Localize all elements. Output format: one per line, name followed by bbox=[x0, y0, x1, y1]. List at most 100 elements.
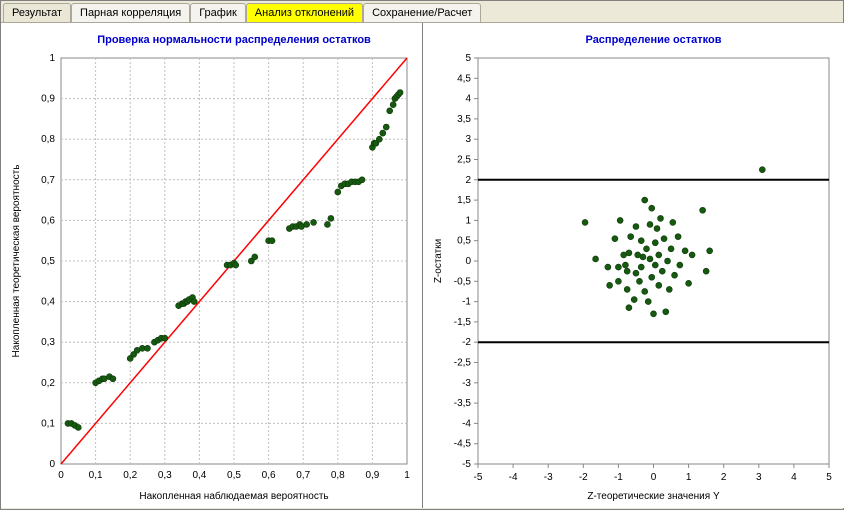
data-point bbox=[383, 124, 389, 130]
data-point bbox=[162, 335, 168, 341]
y-tick: 0,4 bbox=[41, 297, 55, 308]
right-ylabel: Z-остатки bbox=[433, 239, 444, 283]
x-tick: -3 bbox=[544, 472, 553, 483]
x-tick: 0,4 bbox=[192, 470, 206, 481]
y-tick: 1 bbox=[49, 53, 55, 64]
x-tick: 3 bbox=[756, 472, 762, 483]
left-xlabel: Накопленная наблюдаемая вероятность bbox=[139, 490, 328, 502]
content-area: Проверка нормальности распределения оста… bbox=[1, 22, 843, 508]
y-tick: 0 bbox=[465, 256, 471, 267]
x-tick: -1 bbox=[614, 472, 623, 483]
data-point bbox=[631, 297, 637, 303]
data-point bbox=[682, 248, 688, 254]
data-point bbox=[252, 254, 258, 260]
x-tick: 1 bbox=[404, 470, 410, 481]
data-point bbox=[376, 136, 382, 142]
data-point bbox=[652, 262, 658, 268]
x-tick: 0,5 bbox=[227, 470, 241, 481]
residual-distribution-chart: Распределение остатков-5-4-3-2-1012345-5… bbox=[423, 23, 844, 509]
data-point bbox=[615, 278, 621, 284]
data-point bbox=[661, 236, 667, 242]
y-tick: 0,7 bbox=[41, 175, 55, 186]
data-point bbox=[582, 219, 588, 225]
y-tick: 0,2 bbox=[41, 378, 55, 389]
data-point bbox=[626, 305, 632, 311]
data-point bbox=[593, 256, 599, 262]
data-point bbox=[686, 280, 692, 286]
tab-deviation-analysis[interactable]: Анализ отклонений bbox=[246, 3, 363, 22]
data-point bbox=[638, 264, 644, 270]
x-tick: 0,8 bbox=[331, 470, 345, 481]
data-point bbox=[633, 223, 639, 229]
data-point bbox=[642, 288, 648, 294]
left-ylabel: Накопленная теоретическая вероятность bbox=[11, 165, 22, 358]
data-point bbox=[328, 215, 334, 221]
data-point bbox=[663, 309, 669, 315]
tab-bar: Результат Парная корреляция График Анали… bbox=[1, 1, 843, 22]
y-tick: 3 bbox=[465, 134, 471, 145]
data-point bbox=[640, 254, 646, 260]
tab-save-calc[interactable]: Сохранение/Расчет bbox=[363, 3, 481, 22]
tab-graph[interactable]: График bbox=[190, 3, 246, 22]
right-xlabel: Z-теоретические значения Y bbox=[587, 491, 720, 502]
data-point bbox=[707, 248, 713, 254]
x-tick: -4 bbox=[509, 472, 518, 483]
y-tick: -4 bbox=[462, 418, 471, 429]
y-tick: -1 bbox=[462, 297, 471, 308]
left-chart-panel: Проверка нормальности распределения оста… bbox=[1, 23, 422, 508]
data-point bbox=[622, 262, 628, 268]
data-point bbox=[390, 102, 396, 108]
x-tick: 1 bbox=[686, 472, 692, 483]
data-point bbox=[675, 234, 681, 240]
y-tick: -0,5 bbox=[454, 276, 472, 287]
x-tick: 0,7 bbox=[296, 470, 310, 481]
y-tick: 1 bbox=[465, 215, 471, 226]
data-point bbox=[665, 258, 671, 264]
data-point bbox=[656, 252, 662, 258]
data-point bbox=[652, 240, 658, 246]
y-tick: 0,5 bbox=[457, 236, 471, 247]
data-point bbox=[689, 252, 695, 258]
data-point bbox=[380, 130, 386, 136]
data-point bbox=[110, 376, 116, 382]
y-tick: -3,5 bbox=[454, 398, 472, 409]
data-point bbox=[700, 207, 706, 213]
x-tick: -2 bbox=[579, 472, 588, 483]
right-chart-title: Распределение остатков bbox=[586, 34, 722, 46]
data-point bbox=[387, 108, 393, 114]
x-tick: 0,6 bbox=[262, 470, 276, 481]
left-chart-title: Проверка нормальности распределения оста… bbox=[97, 34, 371, 46]
data-point bbox=[647, 256, 653, 262]
y-tick: 0,5 bbox=[41, 256, 55, 267]
y-tick: 2 bbox=[465, 175, 471, 186]
data-point bbox=[703, 268, 709, 274]
data-point bbox=[612, 236, 618, 242]
right-chart-panel: Распределение остатков-5-4-3-2-1012345-5… bbox=[422, 23, 844, 508]
data-point bbox=[656, 282, 662, 288]
x-tick: 5 bbox=[826, 472, 832, 483]
data-point bbox=[672, 272, 678, 278]
data-point bbox=[359, 177, 365, 183]
y-tick: 0,1 bbox=[41, 418, 55, 429]
data-point bbox=[626, 250, 632, 256]
data-point bbox=[647, 221, 653, 227]
x-tick: 2 bbox=[721, 472, 727, 483]
data-point bbox=[617, 217, 623, 223]
data-point bbox=[666, 286, 672, 292]
right-plot-frame bbox=[478, 58, 829, 464]
y-tick: -1,5 bbox=[454, 317, 472, 328]
data-point bbox=[233, 262, 239, 268]
data-point bbox=[668, 246, 674, 252]
tab-pair-correlation[interactable]: Парная корреляция bbox=[71, 3, 190, 22]
data-point bbox=[397, 90, 403, 96]
tab-result[interactable]: Результат bbox=[3, 3, 71, 22]
y-tick: 3,5 bbox=[457, 114, 471, 125]
x-tick: 0,1 bbox=[89, 470, 103, 481]
y-tick: 0,9 bbox=[41, 94, 55, 105]
data-point bbox=[633, 270, 639, 276]
y-tick: 4,5 bbox=[457, 73, 471, 84]
y-tick: 4 bbox=[465, 94, 471, 105]
y-tick: -2 bbox=[462, 337, 471, 348]
x-tick: -5 bbox=[474, 472, 483, 483]
y-tick: 2,5 bbox=[457, 155, 471, 166]
